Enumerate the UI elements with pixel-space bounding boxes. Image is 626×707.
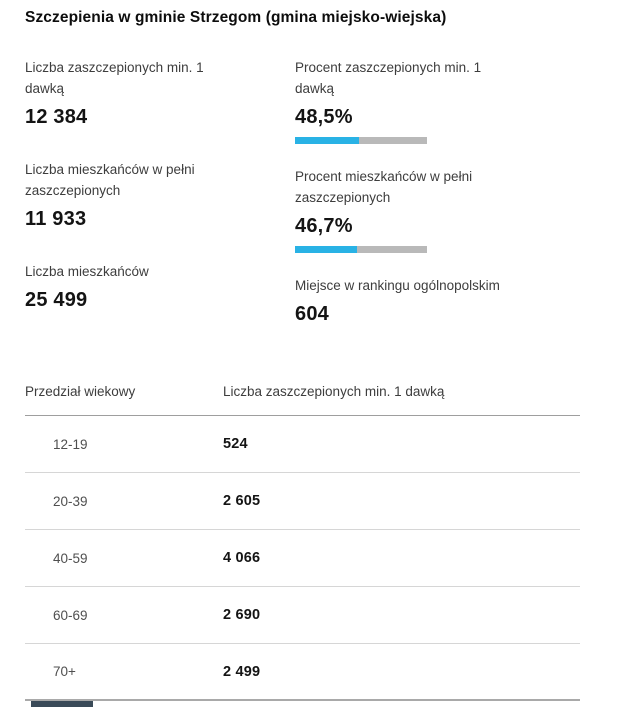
metric-value: 25 499 bbox=[25, 289, 88, 311]
metric-fully-vaccinated-percent: Procent mieszkańców w pełni zaszczepiony… bbox=[295, 166, 603, 253]
progress-bar-fill bbox=[295, 246, 357, 253]
metric-value: 12 384 bbox=[25, 106, 88, 128]
metric-label: Procent zaszczepionych min. 1 dawką bbox=[295, 60, 482, 96]
metric-label: Procent mieszkańców w pełni zaszczepiony… bbox=[295, 169, 473, 205]
table-row: 60-69 2 690 bbox=[25, 587, 580, 644]
metric-label: Miejsce w rankingu ogólnopolskim bbox=[295, 278, 500, 293]
metric-value: 604 bbox=[295, 303, 329, 325]
age-group-cell: 40-59 bbox=[53, 550, 88, 566]
age-group-cell: 20-39 bbox=[53, 493, 88, 509]
age-table-header-row: Przedział wiekowy Liczba zaszczepionych … bbox=[25, 378, 580, 416]
metric-label: Liczba mieszkańców w pełni zaszczepionyc… bbox=[25, 162, 195, 198]
vaccinated-count-cell: 2 690 bbox=[223, 607, 261, 623]
progress-bar-track bbox=[295, 246, 427, 253]
metric-first-dose-percent: Procent zaszczepionych min. 1 dawką 48,5… bbox=[295, 57, 603, 144]
metrics-column-left: Liczba zaszczepionych min. 1 dawką 12 38… bbox=[25, 57, 295, 348]
vaccinated-count-cell: 524 bbox=[223, 436, 248, 452]
age-table-header-count: Liczba zaszczepionych min. 1 dawką bbox=[223, 384, 445, 399]
vaccinated-count-cell: 2 605 bbox=[223, 493, 261, 509]
metric-population-count: Liczba mieszkańców 25 499 bbox=[25, 261, 295, 312]
page-title: Szczepienia w gminie Strzegom (gmina mie… bbox=[25, 9, 447, 26]
progress-bar-fill bbox=[295, 137, 360, 144]
table-row: 70+ 2 499 bbox=[25, 644, 580, 701]
age-group-cell: 60-69 bbox=[53, 607, 88, 623]
metric-label: Liczba mieszkańców bbox=[25, 264, 149, 279]
metric-national-rank: Miejsce w rankingu ogólnopolskim 604 bbox=[295, 275, 603, 326]
age-group-table: Przedział wiekowy Liczba zaszczepionych … bbox=[25, 378, 580, 701]
next-section-top-edge bbox=[31, 701, 93, 707]
metric-value: 48,5% bbox=[295, 106, 353, 128]
metric-value: 46,7% bbox=[295, 215, 353, 237]
table-row: 40-59 4 066 bbox=[25, 530, 580, 587]
metric-label: Liczba zaszczepionych min. 1 dawką bbox=[25, 60, 204, 96]
progress-bar-track bbox=[295, 137, 427, 144]
metric-fully-vaccinated-count: Liczba mieszkańców w pełni zaszczepionyc… bbox=[25, 159, 295, 231]
age-table-header-age: Przedział wiekowy bbox=[25, 384, 136, 399]
table-row: 12-19 524 bbox=[25, 416, 580, 473]
metrics-grid: Liczba zaszczepionych min. 1 dawką 12 38… bbox=[25, 57, 603, 348]
age-group-cell: 12-19 bbox=[53, 436, 88, 452]
metric-value: 11 933 bbox=[25, 208, 87, 230]
metrics-column-right: Procent zaszczepionych min. 1 dawką 48,5… bbox=[295, 57, 603, 348]
vaccinated-count-cell: 2 499 bbox=[223, 663, 261, 680]
table-row: 20-39 2 605 bbox=[25, 473, 580, 530]
vaccinated-count-cell: 4 066 bbox=[223, 550, 261, 566]
metric-first-dose-count: Liczba zaszczepionych min. 1 dawką 12 38… bbox=[25, 57, 295, 129]
age-group-cell: 70+ bbox=[53, 664, 76, 679]
